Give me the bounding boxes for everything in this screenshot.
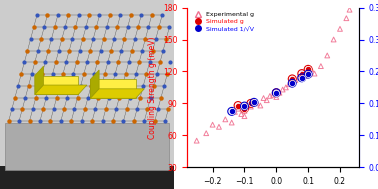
Point [235,104,241,107]
Point [242,107,248,110]
Point [242,105,248,108]
Point [242,105,248,108]
Point [273,91,279,94]
Point [308,68,314,71]
Point [299,72,305,75]
Point [299,76,305,79]
Polygon shape [35,85,87,94]
Point [251,101,257,104]
Point [248,102,254,105]
Point [229,110,235,113]
Point [289,82,295,85]
Polygon shape [90,89,144,98]
Point [222,118,228,121]
Point [273,91,279,94]
Point [305,68,311,71]
Point [292,78,298,81]
Point [318,65,324,68]
Point [254,102,260,105]
Point [245,104,251,107]
Legend: Experimental g, Simulated g, Simulated 1/√V: Experimental g, Simulated g, Simulated 1… [190,11,255,33]
Point [337,27,343,30]
Point [299,76,305,79]
Point [273,95,279,98]
Point [286,83,292,86]
Point [235,107,241,110]
Point [216,125,222,128]
Polygon shape [35,76,78,94]
Point [229,110,235,113]
Point [299,72,305,75]
Point [238,112,244,115]
Polygon shape [0,166,174,189]
Y-axis label: Coupling Strength g (meV): Coupling Strength g (meV) [148,36,157,139]
Point [324,54,330,57]
Point [248,102,254,105]
Point [251,101,257,104]
Point [296,75,302,78]
Point [203,132,209,135]
Point [273,91,279,94]
Point [289,82,295,85]
Point [251,100,257,103]
Point [311,72,318,75]
Polygon shape [35,66,43,94]
Point [280,88,286,91]
Polygon shape [90,70,99,98]
Point [305,68,311,71]
Point [270,93,276,96]
Point [267,94,273,98]
Point [273,91,279,94]
Polygon shape [90,79,136,98]
Point [305,73,311,76]
Point [257,104,263,107]
Point [289,77,295,80]
Point [302,74,308,77]
Point [276,91,282,94]
Point [343,17,349,20]
Point [260,97,266,100]
Point [242,109,248,112]
Point [248,105,254,108]
Point [305,73,311,76]
Point [235,104,241,107]
Polygon shape [5,123,169,170]
Point [305,70,311,73]
Point [331,38,337,41]
Point [229,121,235,124]
Point [289,77,295,80]
Point [299,72,305,75]
Point [283,86,289,89]
Point [194,139,200,142]
Point [209,123,215,126]
Point [242,107,248,110]
Point [232,110,238,113]
Polygon shape [0,0,174,189]
Point [289,81,295,84]
Point [347,8,353,11]
Point [264,99,270,102]
Point [242,115,248,118]
